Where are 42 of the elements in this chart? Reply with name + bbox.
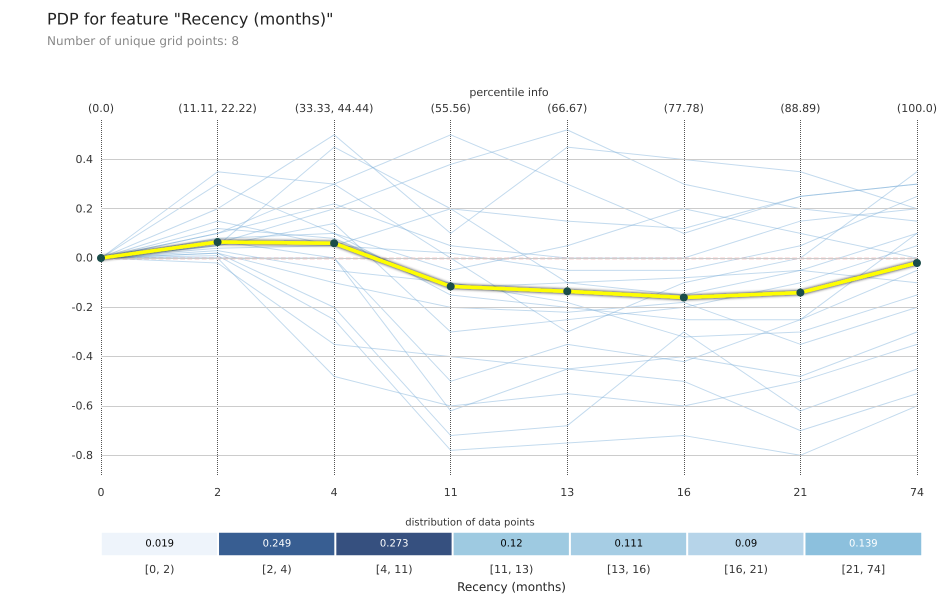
data-label: 0.09 (734, 538, 758, 550)
data-label: 0.139 (849, 538, 878, 550)
chart-title: distribution of data points (405, 518, 535, 528)
x-tick-label: [16, 21) (724, 563, 768, 576)
y-tick-label: -0.4 (72, 350, 93, 364)
data-label: 0.111 (614, 538, 644, 550)
data-label: 0.12 (500, 538, 523, 550)
x-tick-label: [21, 74] (842, 563, 886, 576)
y-tick-label: -0.2 (72, 300, 93, 314)
y-tick-label: 0.0 (76, 252, 93, 265)
x-tick-label: 13 (560, 486, 574, 499)
x-tick-label: 21 (793, 486, 808, 499)
y-tick-label: -0.8 (72, 448, 93, 462)
x-tick-label: 11 (444, 486, 458, 499)
text: (33.33, 44.44) (294, 102, 374, 115)
x-tick-label: [4, 11) (376, 563, 413, 576)
x-tick-label: 4 (330, 486, 338, 499)
chart-title: PDP for feature "Recency (months)" (47, 10, 334, 28)
x-tick-label: 16 (676, 486, 691, 499)
x2-axis-title: percentile info (469, 86, 549, 99)
data-label: 0.249 (262, 538, 292, 550)
data-label: 0.019 (145, 538, 174, 550)
x-axis-title: Recency (months) (457, 580, 566, 594)
text: (0.0) (88, 102, 114, 115)
x-tick-label: 74 (910, 486, 924, 499)
text: (77.78) (664, 102, 704, 115)
text: (88.89) (780, 102, 820, 115)
y-tick-label: 0.4 (76, 152, 93, 166)
text: (11.11, 22.22) (178, 102, 257, 115)
text: (66.67) (547, 102, 588, 115)
x-tick-label: [0, 2) (144, 563, 174, 576)
text: (100.0) (896, 102, 937, 115)
text: (55.56) (430, 102, 471, 115)
y-tick-label: -0.6 (72, 399, 93, 412)
x-tick-label: 0 (98, 486, 104, 499)
chart-subtitle: Number of unique grid points: 8 (47, 34, 240, 48)
x-tick-label: [13, 16) (606, 563, 651, 576)
y-tick-label: 0.2 (76, 202, 93, 216)
data-label: 0.273 (380, 538, 409, 550)
x-tick-label: [2, 4) (262, 563, 292, 576)
x-tick-label: [11, 13) (490, 563, 534, 576)
x-tick-label: 2 (214, 486, 222, 499)
